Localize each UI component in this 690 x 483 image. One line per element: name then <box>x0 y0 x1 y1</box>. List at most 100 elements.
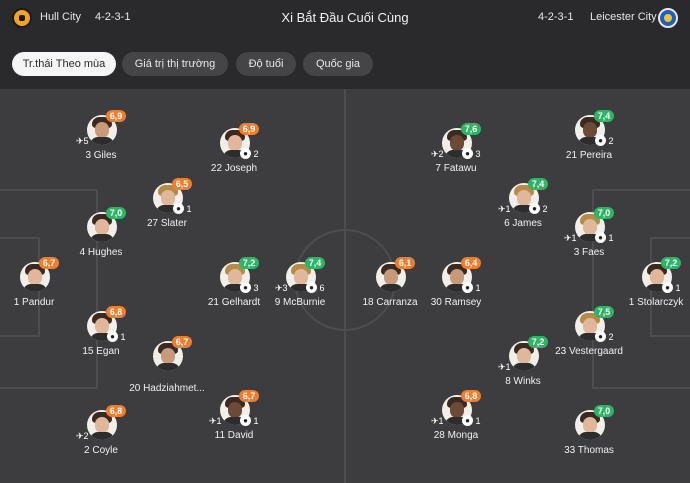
boot-icon: ✈1 <box>431 416 444 426</box>
away-penalty-box <box>592 189 690 389</box>
ball-icon: ● 1 <box>107 331 126 343</box>
player-name: 21 Pereira <box>565 150 613 161</box>
player-winks[interactable]: 7,2 ✈1 8 Winks <box>473 336 573 401</box>
boot-icon: ✈1 <box>498 204 511 214</box>
rating-badge: 6,7 <box>172 336 192 348</box>
home-team-name[interactable]: Hull City <box>40 11 81 23</box>
boot-icon: ✈2 <box>76 431 89 441</box>
home-formation: 4-2-3-1 <box>95 11 131 23</box>
player-carranza[interactable]: 6,1 18 Carranza <box>340 257 440 322</box>
player-james[interactable]: 7,4 ✈1 ● 2 6 James <box>473 178 573 243</box>
player-vestergaard[interactable]: 7,5 ● 2 23 Vestergaard <box>539 306 639 371</box>
ball-icon: ● 3 <box>462 148 481 160</box>
player-pandur[interactable]: 6,7 1 Pandur <box>0 257 84 322</box>
rating-badge: 7,2 <box>528 336 548 348</box>
player-name: 9 McBurnie <box>274 297 326 308</box>
ball-icon: ● 2 <box>240 148 259 160</box>
player-giles[interactable]: 6,9 ✈5 3 Giles <box>51 110 151 175</box>
tab-season-form[interactable]: Tr.thái Theo mùa <box>12 52 116 76</box>
rating-badge: 6,7 <box>239 390 259 402</box>
leicester-city-crest-icon[interactable] <box>658 8 678 28</box>
rating-badge: 7,0 <box>594 405 614 417</box>
home-penalty-box <box>0 189 98 389</box>
player-gelhardt[interactable]: 7,2 ● 3 21 Gelhardt <box>184 257 284 322</box>
rating-badge: 7,0 <box>106 207 126 219</box>
player-hadziahmetovic[interactable]: 6,7 20 Hadziahmet... <box>117 336 217 401</box>
player-name: 30 Ramsey <box>430 297 482 308</box>
rating-badge: 7,4 <box>305 257 325 269</box>
player-fatawu[interactable]: 7,6 ✈2 ● 3 7 Fatawu <box>406 123 506 188</box>
rating-badge: 7,2 <box>661 257 681 269</box>
rating-badge: 7,0 <box>594 207 614 219</box>
player-name: 6 James <box>504 218 542 229</box>
hull-city-crest-icon[interactable] <box>12 8 32 28</box>
player-name: 22 Joseph <box>210 163 258 174</box>
rating-badge: 7,4 <box>528 178 548 190</box>
pitch <box>0 89 690 483</box>
boot-icon: ✈1 <box>498 362 511 372</box>
player-name: 1 Pandur <box>13 297 55 308</box>
player-name: 21 Gelhardt <box>207 297 261 308</box>
rating-badge: 7,6 <box>461 123 481 135</box>
player-faes[interactable]: 7,0 ✈1 ● 1 3 Faes <box>539 207 639 272</box>
tab-market-value[interactable]: Giá trị thị trường <box>122 52 228 76</box>
ball-icon: ● 1 <box>240 415 259 427</box>
view-tabs: Tr.thái Theo mùa Giá trị thị trường Độ t… <box>0 36 690 89</box>
player-david[interactable]: 6,7 ✈1 ● 1 11 David <box>184 390 284 455</box>
ball-icon: ● 1 <box>595 232 614 244</box>
player-mcburnie[interactable]: 7,4 ✈3 ● 6 9 McBurnie <box>250 257 350 322</box>
player-name: 27 Slater <box>146 218 188 229</box>
player-name: 8 Winks <box>505 376 541 387</box>
ball-icon: ● 1 <box>462 415 481 427</box>
tab-age[interactable]: Độ tuổi <box>236 52 296 76</box>
player-name: 3 Faes <box>573 247 605 258</box>
rating-badge: 6,8 <box>106 306 126 318</box>
player-monga[interactable]: 6,8 ✈1 ● 1 28 Monga <box>406 390 506 455</box>
boot-icon: ✈3 <box>275 283 288 293</box>
boot-icon: ✈1 <box>209 416 222 426</box>
player-joseph[interactable]: 6,9 ● 2 22 Joseph <box>184 123 284 188</box>
rating-badge: 6,5 <box>172 178 192 190</box>
tab-nationality[interactable]: Quốc gia <box>303 52 373 76</box>
player-coyle[interactable]: 6,8 ✈2 2 Coyle <box>51 405 151 470</box>
rating-badge: 6,9 <box>239 123 259 135</box>
player-ramsey[interactable]: 6,4 ● 1 30 Ramsey <box>406 257 506 322</box>
player-name: 11 David <box>214 430 254 441</box>
rating-badge: 6,9 <box>106 110 126 122</box>
player-egan[interactable]: 6,8 ● 1 15 Egan <box>51 306 151 371</box>
rating-badge: 6,4 <box>461 257 481 269</box>
rating-badge: 6,8 <box>106 405 126 417</box>
player-name: 15 Egan <box>82 346 120 357</box>
player-name: 28 Monga <box>433 430 479 441</box>
boot-icon: ✈5 <box>76 136 89 146</box>
player-name: 7 Fatawu <box>435 163 477 174</box>
boot-icon: ✈2 <box>431 149 444 159</box>
rating-badge: 6,7 <box>39 257 59 269</box>
away-team-name[interactable]: Leicester City <box>590 11 657 23</box>
player-name: 2 Coyle <box>84 445 118 456</box>
rating-badge: 7,4 <box>594 110 614 122</box>
player-avatar <box>87 410 117 440</box>
ball-icon: ● 2 <box>595 331 614 343</box>
player-name: 3 Giles <box>85 150 117 161</box>
lineup-title: Xi Bắt Đầu Cuối Cùng <box>281 10 409 25</box>
ball-icon: ● 1 <box>462 282 481 294</box>
player-name: 23 Vestergaard <box>555 346 623 357</box>
player-name: 1 Stolarczyk <box>628 297 684 308</box>
rating-badge: 7,5 <box>594 306 614 318</box>
away-formation: 4-2-3-1 <box>538 11 574 23</box>
ball-icon: ● 6 <box>306 282 325 294</box>
ball-icon: ● 3 <box>240 282 259 294</box>
player-pereira[interactable]: 7,4 ● 2 21 Pereira <box>539 110 639 175</box>
player-hughes[interactable]: 7,0 4 Hughes <box>51 207 151 272</box>
ball-icon: ● 1 <box>662 282 681 294</box>
player-thomas[interactable]: 7,0 33 Thomas <box>539 405 639 470</box>
player-slater[interactable]: 6,5 ● 1 27 Slater <box>117 178 217 243</box>
ball-icon: ● 2 <box>529 203 548 215</box>
player-name: 18 Carranza <box>362 297 418 308</box>
player-name: 20 Hadziahmet... <box>129 383 205 394</box>
player-name: 33 Thomas <box>564 445 614 456</box>
player-stolarczyk[interactable]: 7,2 ● 1 1 Stolarczyk <box>606 257 690 322</box>
ball-icon: ● 2 <box>595 135 614 147</box>
player-avatar <box>575 410 605 440</box>
